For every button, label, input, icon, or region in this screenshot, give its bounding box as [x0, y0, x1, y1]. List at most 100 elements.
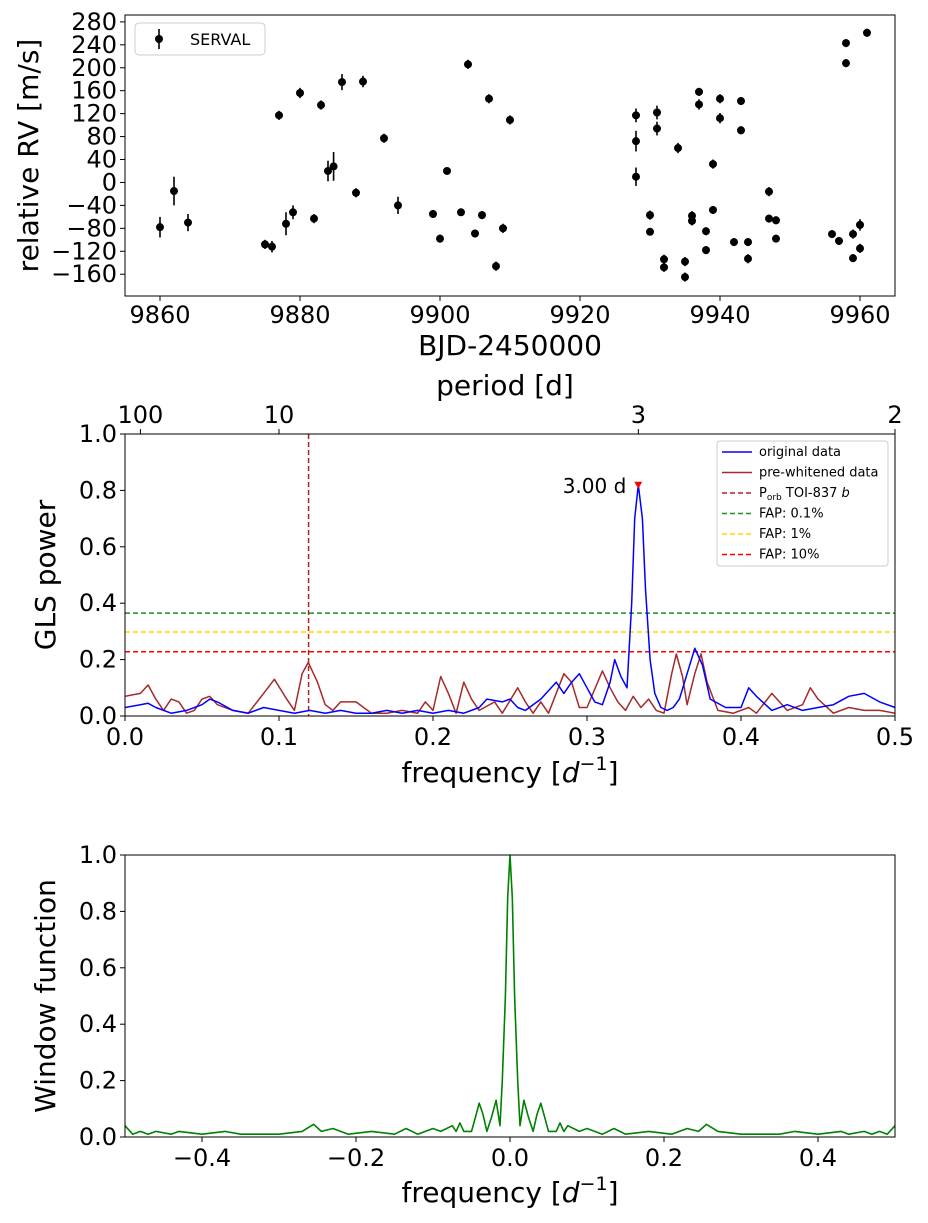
rv-data-point: [359, 75, 367, 88]
rv-marker: [653, 124, 661, 133]
rv-data-point: [765, 214, 773, 223]
rv-marker: [716, 114, 724, 123]
win-ytick-label: 0.0: [79, 1123, 117, 1151]
rv-marker: [849, 254, 857, 263]
rv-data-point: [744, 238, 752, 247]
rv-data-point: [296, 87, 304, 99]
gls-top-tick-label: 100: [117, 401, 163, 429]
rv-data-point: [646, 227, 654, 236]
rv-marker: [632, 137, 640, 146]
gls-top-tick-label: 2: [887, 401, 902, 429]
rv-marker: [709, 160, 717, 169]
rv-marker: [716, 94, 724, 103]
rv-marker: [632, 111, 640, 120]
rv-ytick-label: 280: [71, 8, 117, 36]
rv-data-point: [394, 196, 402, 214]
rv-data-point: [828, 230, 836, 239]
rv-marker: [849, 230, 857, 239]
rv-marker: [702, 227, 710, 236]
rv-xtick-label: 9900: [409, 301, 470, 329]
rv-marker: [828, 230, 836, 239]
rv-marker: [359, 77, 367, 86]
rv-marker: [352, 188, 360, 197]
rv-marker: [765, 187, 773, 196]
rv-legend: SERVAL: [134, 22, 266, 56]
rv-data-point: [856, 219, 864, 231]
rv-marker: [702, 246, 710, 255]
rv-ylabel: relative RV [m/s]: [12, 39, 45, 273]
rv-marker: [646, 211, 654, 220]
gls-peak-marker: [634, 481, 643, 489]
rv-data-point: [695, 87, 703, 96]
gls-xtick-label: 0.3: [568, 723, 606, 751]
rv-data-point: [772, 234, 780, 243]
gls-ytick-label: 0.2: [79, 646, 117, 674]
rv-xtick-label: 9940: [689, 301, 750, 329]
rv-marker: [737, 126, 745, 135]
rv-data-point: [716, 94, 724, 104]
gls-series-line: [124, 484, 896, 714]
rv-data-point: [765, 187, 773, 197]
gls-xtick-label: 0.4: [722, 723, 760, 751]
rv-marker: [275, 111, 283, 120]
rv-xtick-label: 9920: [549, 301, 610, 329]
win-series-line: [124, 854, 896, 1135]
rv-data-point: [464, 59, 472, 69]
rv-data-point: [709, 159, 717, 169]
rv-marker: [499, 224, 507, 233]
gls-xlabel: frequency [d−1]: [402, 753, 619, 789]
rv-marker: [856, 220, 864, 229]
gls-legend-label: original data: [759, 445, 841, 460]
rv-frame: [124, 14, 896, 297]
gls-xtick-label: 0.0: [106, 723, 144, 751]
rv-marker: [506, 115, 514, 124]
rv-data-point: [338, 74, 346, 91]
rv-data-point: [660, 254, 668, 264]
gls-legend-label: FAP: 10%: [759, 548, 819, 563]
rv-marker: [835, 236, 843, 245]
gls-ytick-label: 0.8: [79, 476, 117, 504]
rv-data-point: [744, 254, 752, 264]
rv-marker: [772, 234, 780, 243]
rv-data-point: [653, 105, 661, 120]
rv-marker: [380, 134, 388, 143]
rv-xtick-label: 9960: [829, 301, 890, 329]
rv-marker: [485, 94, 493, 103]
rv-ytick-label: 240: [71, 31, 117, 59]
win-xlabel: frequency [d−1]: [402, 1173, 619, 1209]
rv-ytick-label: 120: [71, 100, 117, 128]
rv-xlabel: BJD-2450000: [418, 329, 602, 362]
rv-data-point: [702, 227, 710, 236]
rv-marker: [429, 209, 437, 218]
rv-data-point: [170, 176, 178, 206]
rv-data-point: [485, 94, 493, 104]
win-ytick-label: 0.6: [79, 954, 117, 982]
rv-marker: [737, 97, 745, 106]
gls-legend-box: [716, 440, 889, 567]
rv-xtick-label: 9860: [129, 301, 190, 329]
rv-legend-label: SERVAL: [190, 30, 250, 49]
rv-marker: [744, 254, 752, 263]
rv-marker: [317, 101, 325, 110]
rv-data-point: [156, 216, 164, 238]
rv-data-point: [268, 240, 276, 253]
rv-data-point: [282, 212, 290, 236]
gls-ytick-label: 0.4: [79, 589, 117, 617]
rv-data-point: [499, 223, 507, 233]
rv-marker: [744, 238, 752, 247]
win-ytick-label: 0.8: [79, 897, 117, 925]
rv-marker: [856, 244, 864, 253]
rv-marker: [660, 255, 668, 264]
gls-series-line: [124, 653, 896, 714]
gls-peak-label: 3.00 d: [563, 474, 627, 498]
rv-marker: [653, 108, 661, 117]
rv-xtick-label: 9880: [269, 301, 330, 329]
rv-marker: [329, 162, 338, 171]
gls-top-tick-label: 10: [264, 401, 295, 429]
gls-ytick-label: 1.0: [79, 420, 117, 448]
rv-data-point: [856, 243, 864, 253]
gls-legend-label: FAP: 1%: [759, 527, 811, 542]
rv-marker: [695, 87, 703, 96]
rv-marker: [478, 211, 486, 220]
